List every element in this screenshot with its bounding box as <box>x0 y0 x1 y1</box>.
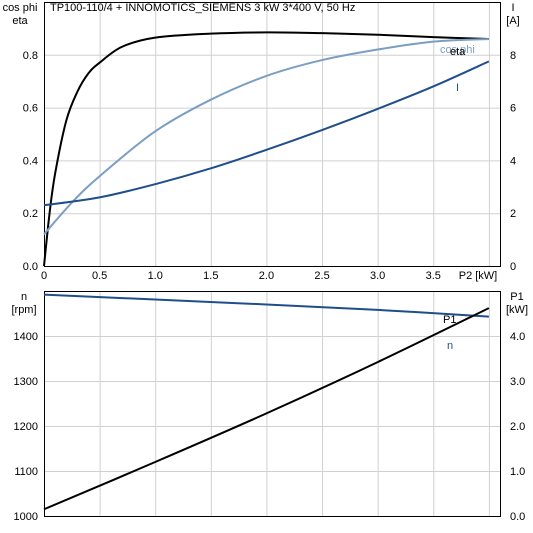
bottom-series-lines <box>43 293 490 511</box>
y-left-tick-label: 1400 <box>14 331 38 343</box>
y-left-tick-label: 1300 <box>14 376 38 388</box>
y-left-tick-label: 0.2 <box>23 208 38 220</box>
top-left-y-ticks: 0.0 0.2 0.4 0.6 0.8 <box>23 50 38 273</box>
top-plot-frame <box>44 2 501 267</box>
bottom-plot-frame <box>44 291 501 517</box>
series-label-eta: eta <box>450 46 466 58</box>
x-tick-label: 3.0 <box>370 270 385 282</box>
series-label-n: n <box>447 340 453 352</box>
bottom-right-axis-title-line2: [kW] <box>506 304 528 316</box>
top-left-axis-title-line1: cos phi <box>3 2 38 14</box>
y-right-tick-label: 6 <box>510 103 516 115</box>
x-tick-label: 1.0 <box>148 270 163 282</box>
top-panel: TP100-110/4 + INNOMOTICS_SIEMENS 3 kW 3*… <box>3 2 520 282</box>
y-right-tick-label: 0 <box>510 261 516 273</box>
series-line-cos-phi <box>43 37 489 235</box>
x-tick-label: 1.5 <box>203 270 218 282</box>
top-right-axis-title-line1: I <box>511 2 514 14</box>
top-x-ticks: 0 0.5 1.0 1.5 2.0 2.5 3.0 3.5 <box>41 270 441 282</box>
y-left-tick-label: 1000 <box>14 511 38 523</box>
y-left-tick-label: 1200 <box>14 421 38 433</box>
y-left-tick-label: 0.4 <box>23 155 38 167</box>
series-line-eta <box>43 31 489 267</box>
y-right-tick-label: 3.0 <box>510 376 525 388</box>
series-label-cos-phi: cos phi <box>440 44 475 56</box>
bottom-left-axis-title-line1: n <box>21 291 27 303</box>
series-line-i <box>43 60 490 207</box>
y-left-tick-label: 0.6 <box>23 103 38 115</box>
y-left-tick-label: 1100 <box>14 466 38 478</box>
x-tick-label: 3.5 <box>426 270 441 282</box>
y-right-tick-label: 1.0 <box>510 466 525 478</box>
top-series-lines <box>43 31 490 267</box>
x-tick-label: 2.5 <box>314 270 329 282</box>
y-right-tick-label: 4.0 <box>510 331 525 343</box>
top-grid <box>44 2 500 266</box>
series-label-p1: P1 <box>443 314 456 326</box>
x-axis-title: P2 [kW] <box>459 270 498 282</box>
y-right-tick-label: 2 <box>510 208 516 220</box>
top-left-axis-title-line2: eta <box>12 15 28 27</box>
bottom-left-y-ticks: 1000 1100 1200 1300 1400 <box>14 331 38 523</box>
y-right-tick-label: 8 <box>510 50 516 62</box>
bottom-right-y-ticks: 0.0 1.0 2.0 3.0 4.0 <box>510 331 525 523</box>
top-right-y-ticks: 0 2 4 6 8 <box>510 50 516 273</box>
bottom-left-axis-title-line2: [rpm] <box>11 304 36 316</box>
series-line-p1 <box>43 307 490 511</box>
y-left-tick-label: 0.8 <box>23 50 38 62</box>
y-right-tick-label: 4 <box>510 155 516 167</box>
y-right-tick-label: 0.0 <box>510 511 525 523</box>
bottom-right-axis-title-line1: P1 <box>510 291 523 303</box>
bottom-panel: n [rpm] P1 [kW] 1000 1100 1200 1300 1400 0.0… <box>11 291 528 523</box>
x-tick-label: 2.0 <box>259 270 274 282</box>
y-left-tick-label: 0.0 <box>23 261 38 273</box>
series-line-n <box>43 293 489 318</box>
x-tick-label: 0 <box>41 270 47 282</box>
y-right-tick-label: 2.0 <box>510 421 525 433</box>
chart-title: TP100-110/4 + INNOMOTICS_SIEMENS 3 kW 3*… <box>50 2 355 14</box>
bottom-grid <box>44 291 500 516</box>
top-right-axis-title-line2: [A] <box>506 15 519 27</box>
series-label-i: I <box>456 82 459 94</box>
x-tick-label: 0.5 <box>92 270 107 282</box>
